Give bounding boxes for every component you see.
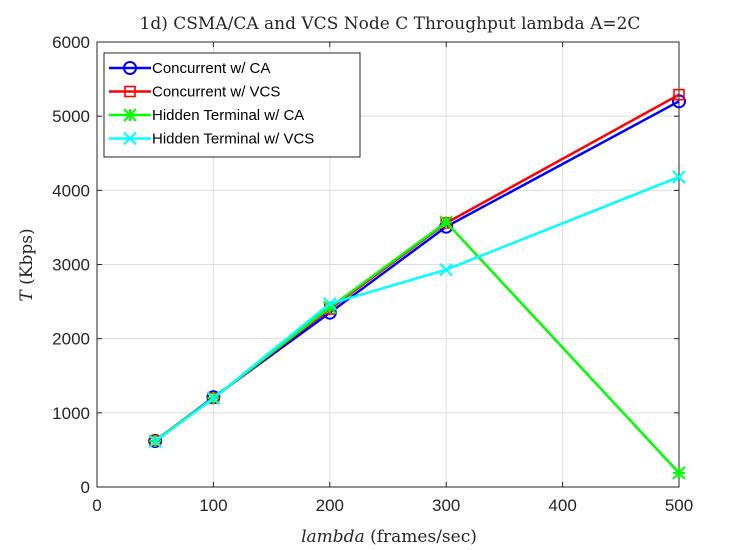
data-point bbox=[439, 215, 453, 229]
data-point bbox=[323, 297, 337, 311]
y-tick-label: 5000 bbox=[52, 107, 90, 126]
x-tick-label: 300 bbox=[432, 496, 460, 515]
x-axis-unit: (frames/sec) bbox=[365, 527, 477, 547]
data-point bbox=[148, 434, 162, 449]
x-tick-label: 0 bbox=[92, 496, 101, 515]
legend-entry-2: Hidden Terminal w/ CA bbox=[109, 107, 304, 124]
legend-label: Hidden Terminal w/ CA bbox=[152, 107, 304, 124]
legend-label: Hidden Terminal w/ VCS bbox=[152, 131, 314, 148]
y-axis-label: T (Kbps) bbox=[17, 228, 37, 301]
y-tick-label: 1000 bbox=[52, 404, 90, 423]
y-tick-label: 0 bbox=[81, 478, 90, 497]
x-tick-label: 100 bbox=[199, 496, 227, 515]
legend-entry-3: Hidden Terminal w/ VCS bbox=[109, 131, 314, 148]
legend-label: Concurrent w/ CA bbox=[152, 60, 270, 77]
legend-marker bbox=[124, 85, 136, 98]
legend-entry-1: Concurrent w/ VCS bbox=[109, 84, 280, 101]
y-tick-label: 4000 bbox=[52, 181, 90, 200]
x-tick-label: 500 bbox=[665, 496, 693, 515]
y-axis-variable: T bbox=[17, 289, 37, 302]
chart-title: 1d) CSMA/CA and VCS Node C Throughput la… bbox=[140, 14, 641, 34]
x-tick-label: 200 bbox=[316, 496, 344, 515]
legend-label: Concurrent w/ VCS bbox=[152, 84, 280, 101]
y-tick-label: 3000 bbox=[52, 256, 90, 275]
data-point bbox=[206, 391, 221, 406]
legend-entry-0: Concurrent w/ CA bbox=[109, 60, 270, 77]
y-tick-label: 2000 bbox=[52, 330, 90, 349]
data-point bbox=[439, 262, 453, 277]
x-axis-label: lambda (frames/sec) bbox=[301, 527, 477, 547]
x-tick-label: 400 bbox=[548, 496, 576, 515]
y-tick-label: 6000 bbox=[52, 33, 90, 52]
y-axis-unit: (Kbps) bbox=[17, 228, 37, 290]
legend-marker bbox=[123, 108, 137, 122]
legend-marker bbox=[123, 61, 137, 75]
data-point bbox=[673, 88, 685, 101]
data-point bbox=[672, 170, 686, 184]
series-3 bbox=[148, 170, 686, 449]
x-axis-variable: lambda bbox=[301, 527, 365, 547]
legend-marker bbox=[123, 131, 137, 146]
data-point bbox=[672, 466, 686, 480]
